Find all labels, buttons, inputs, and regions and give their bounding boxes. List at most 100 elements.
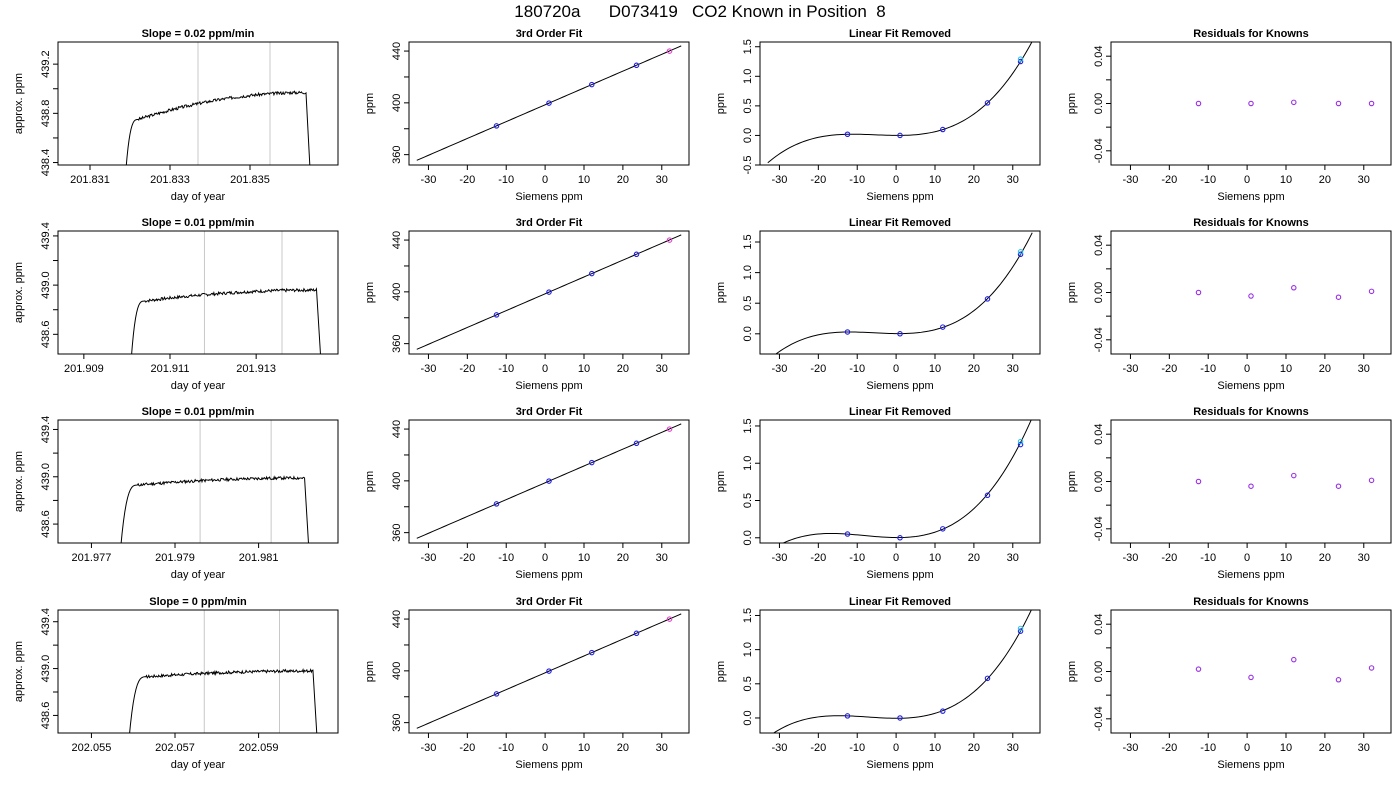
x-tick-label: -30 [1122, 363, 1138, 375]
x-tick-label: -20 [459, 174, 475, 186]
data-point [1291, 656, 1297, 663]
x-tick-label: 201.835 [230, 174, 270, 186]
chart-panel: Residuals for Knowns -30 -20 -10 0 10 20 30 -0.0… [1053, 211, 1400, 401]
x-tick-label: 20 [617, 174, 629, 186]
data-point [1335, 677, 1342, 683]
data-point [589, 81, 595, 88]
plot-area [767, 42, 1033, 164]
axis-ticks [1106, 433, 1365, 548]
y-tick-label: 0.04 [1093, 234, 1105, 255]
y-axis-label: ppm [715, 661, 727, 682]
y-tick-label: 0.00 [1093, 282, 1105, 303]
x-tick-label: 20 [968, 174, 980, 186]
x-tick-label: 20 [617, 742, 629, 754]
data-point [493, 312, 500, 318]
x-tick-label: -30 [420, 742, 436, 754]
chart-title: 3rd Order Fit [516, 217, 583, 229]
co2-trace [129, 668, 318, 733]
x-axis-label: Siemens ppm [1217, 191, 1284, 203]
x-tick-label: -20 [459, 552, 475, 564]
y-tick-label: 439.4 [40, 608, 52, 636]
plot-area [416, 423, 682, 539]
data-point [1195, 666, 1202, 672]
chart-title: Residuals for Knowns [1193, 217, 1309, 229]
axis-ticks [53, 428, 260, 548]
y-tick-label: 439.4 [40, 222, 52, 250]
fit-curve [767, 42, 1033, 164]
y-tick-label: 0.04 [1093, 613, 1105, 634]
y-tick-label: 1.0 [742, 456, 754, 471]
y-tick-label: 0.5 [742, 98, 754, 113]
data-point [984, 675, 991, 682]
x-tick-label: 0 [542, 174, 548, 186]
x-tick-label: 30 [1358, 742, 1370, 754]
x-tick-label: -10 [498, 363, 514, 375]
page-title: 180720a D073419 CO2 Known in Position 8 [514, 2, 886, 21]
y-tick-label: 438.6 [40, 321, 52, 349]
x-tick-label: 10 [1280, 363, 1292, 375]
x-tick-label: 20 [968, 742, 980, 754]
y-tick-label: 0.00 [1093, 471, 1105, 492]
x-axis-label: Siemens ppm [1217, 380, 1284, 392]
x-tick-label: 10 [578, 552, 590, 564]
x-tick-label: 10 [1280, 174, 1292, 186]
x-tick-label: -20 [810, 742, 826, 754]
x-tick-label: -20 [459, 363, 475, 375]
x-tick-label: 30 [1007, 742, 1019, 754]
axis-ticks [53, 235, 257, 359]
y-tick-label: 0.0 [742, 530, 754, 545]
x-tick-label: -30 [771, 552, 787, 564]
y-tick-label: 1.5 [742, 234, 754, 249]
data-point [844, 713, 851, 719]
data-point [1195, 478, 1202, 485]
x-tick-label: -20 [810, 174, 826, 186]
axis-ticks [1106, 55, 1365, 170]
fit-curve [416, 234, 682, 350]
chart-svg: Linear Fit Removed -30 -20 -10 0 10 20 30 0.0 0.5… [715, 406, 1041, 581]
chart-svg: Slope = 0.02 ppm/min 201.831 201.833 201.83… [13, 28, 339, 203]
data-point [1017, 438, 1024, 445]
x-tick-label: 30 [1358, 174, 1370, 186]
data-point [493, 123, 500, 129]
y-tick-label: 438.6 [40, 510, 52, 538]
x-tick-label: 202.059 [239, 742, 279, 754]
chart-svg: 3rd Order Fit -30 -20 -10 0 10 20 30 360 400 440 Si… [364, 406, 690, 581]
axis-ticks [404, 239, 663, 359]
plot-area [125, 42, 311, 165]
chart-svg: Linear Fit Removed -30 -20 -10 0 10 20 30 0.0 0.5… [715, 217, 1041, 392]
data-point [493, 501, 500, 507]
x-tick-label: 30 [1358, 363, 1370, 375]
data-point [1195, 100, 1202, 107]
chart-title: 3rd Order Fit [516, 596, 583, 608]
y-tick-label: 0.00 [1093, 93, 1105, 114]
x-tick-label: 30 [1007, 552, 1019, 564]
plot-frame [759, 230, 1041, 355]
data-point [1335, 483, 1342, 489]
y-tick-label: 0.5 [742, 296, 754, 311]
y-tick-label: 438.6 [40, 702, 52, 730]
x-tick-label: -30 [420, 174, 436, 186]
data-point [633, 62, 640, 69]
data-point [984, 492, 991, 499]
y-tick-label: 438.8 [40, 100, 52, 128]
chart-svg: 3rd Order Fit -30 -20 -10 0 10 20 30 360 400 440 Si… [364, 217, 690, 392]
y-tick-label: 0.04 [1093, 45, 1105, 66]
chart-panel: Slope = 0 ppm/min 202.055 202.057 202.059 43… [0, 590, 350, 780]
data-point [1017, 251, 1024, 258]
x-tick-label: 10 [929, 174, 941, 186]
x-axis-label: Siemens ppm [866, 569, 933, 581]
chart-svg: 3rd Order Fit -30 -20 -10 0 10 20 30 360 400 440 Si… [364, 596, 690, 771]
x-axis-label: day of year [171, 569, 226, 581]
y-tick-label: 400 [391, 283, 403, 301]
y-tick-label: -0.5 [742, 156, 754, 175]
x-tick-label: 0 [1244, 174, 1250, 186]
co2-trace [125, 90, 311, 165]
data-point [1368, 477, 1375, 484]
chart-panel: Residuals for Knowns -30 -20 -10 0 10 20 30 -0.0… [1053, 400, 1400, 590]
x-tick-label: 10 [578, 742, 590, 754]
plot-frame [1110, 609, 1392, 734]
y-tick-label: 1.5 [742, 39, 754, 54]
x-tick-label: 201.981 [239, 552, 279, 564]
data-point [546, 478, 552, 484]
chart-panel: 3rd Order Fit -30 -20 -10 0 10 20 30 360 400 440 Si… [351, 400, 701, 590]
